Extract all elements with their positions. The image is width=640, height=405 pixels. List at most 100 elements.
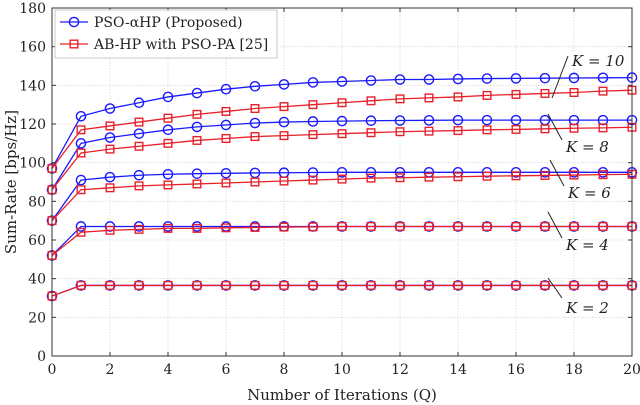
annotation-label: K = 10 bbox=[571, 52, 625, 70]
square-marker bbox=[569, 170, 579, 180]
circle-marker bbox=[568, 167, 580, 178]
square-marker bbox=[453, 126, 463, 136]
circle-marker bbox=[220, 167, 232, 179]
square-marker bbox=[250, 222, 260, 232]
circle-marker bbox=[597, 167, 609, 178]
annotation-pointer bbox=[547, 277, 563, 299]
x-tick-label: 4 bbox=[164, 362, 173, 378]
y-tick-label: 160 bbox=[19, 40, 46, 56]
square-marker bbox=[569, 221, 579, 231]
y-tick-label: 20 bbox=[28, 310, 46, 326]
x-tick-label: 2 bbox=[106, 362, 115, 378]
circle-marker bbox=[336, 167, 348, 178]
square-marker bbox=[337, 280, 347, 290]
x-tick-label: 14 bbox=[449, 362, 467, 378]
square-marker bbox=[76, 125, 86, 135]
square-marker bbox=[76, 185, 86, 195]
square-marker bbox=[163, 280, 173, 290]
x-tick-label: 0 bbox=[48, 362, 57, 378]
square-marker bbox=[395, 280, 405, 290]
square-marker bbox=[424, 172, 434, 182]
square-marker bbox=[250, 280, 260, 290]
x-tick-label: 20 bbox=[623, 362, 640, 378]
square-marker bbox=[569, 123, 579, 133]
series-line bbox=[51, 173, 633, 222]
square-marker bbox=[540, 170, 550, 180]
square-marker bbox=[308, 280, 318, 290]
circle-marker bbox=[510, 114, 522, 126]
square-marker bbox=[482, 125, 492, 135]
legend-label-baseline: AB-HP with PSO-PA [25] bbox=[93, 37, 268, 53]
square-marker bbox=[540, 221, 550, 231]
annotation-label: K = 6 bbox=[567, 184, 611, 202]
circle-marker bbox=[481, 114, 493, 126]
square-marker bbox=[192, 280, 202, 290]
square-marker bbox=[598, 280, 608, 290]
y-tick-label: 140 bbox=[19, 78, 46, 94]
square-marker bbox=[598, 221, 608, 231]
circle-marker bbox=[336, 76, 348, 87]
x-tick-label: 18 bbox=[565, 362, 583, 378]
square-marker bbox=[395, 127, 405, 137]
square-marker bbox=[395, 173, 405, 183]
annotation-pointer bbox=[547, 211, 563, 239]
x-tick-label: 6 bbox=[222, 362, 231, 378]
square-marker bbox=[192, 109, 202, 119]
circle-marker bbox=[162, 124, 174, 136]
square-marker bbox=[250, 177, 260, 187]
annotation-label: K = 4 bbox=[565, 236, 609, 254]
square-marker bbox=[511, 124, 521, 134]
circle-marker bbox=[133, 97, 145, 109]
circle-marker bbox=[191, 87, 203, 99]
square-marker bbox=[482, 90, 492, 100]
series-line bbox=[51, 284, 632, 297]
circle-marker bbox=[162, 221, 174, 232]
x-tick-label: 16 bbox=[507, 362, 525, 378]
square-marker bbox=[598, 170, 608, 180]
square-marker bbox=[337, 221, 347, 231]
square-marker bbox=[134, 117, 144, 127]
circle-marker bbox=[481, 73, 493, 84]
circle-marker bbox=[75, 110, 87, 122]
square-marker bbox=[511, 171, 521, 181]
square-marker bbox=[105, 144, 115, 154]
square-marker bbox=[540, 280, 550, 290]
square-marker bbox=[105, 280, 115, 290]
x-tick-label: 12 bbox=[391, 362, 409, 378]
series-line bbox=[51, 126, 633, 191]
circle-marker bbox=[104, 171, 116, 183]
square-marker bbox=[105, 183, 115, 193]
annotation-pointer bbox=[549, 159, 565, 187]
circle-marker bbox=[249, 117, 261, 129]
square-marker bbox=[279, 102, 289, 112]
circle-marker bbox=[336, 115, 348, 127]
square-marker bbox=[511, 89, 521, 99]
series-circle-K8 bbox=[46, 114, 638, 196]
circle-marker bbox=[481, 167, 493, 178]
square-marker bbox=[424, 280, 434, 290]
circle-marker bbox=[307, 116, 319, 127]
square-marker bbox=[395, 94, 405, 104]
annotation-label: K = 8 bbox=[565, 138, 609, 156]
circle-marker bbox=[423, 74, 435, 85]
annotation-pointer bbox=[547, 113, 563, 141]
y-tick-label: 100 bbox=[19, 156, 46, 172]
circle-marker bbox=[597, 72, 609, 84]
circle-marker bbox=[394, 167, 406, 178]
square-marker bbox=[511, 221, 521, 231]
series-layer bbox=[46, 72, 638, 302]
square-marker bbox=[69, 39, 79, 49]
square-marker bbox=[279, 280, 289, 290]
square-marker bbox=[192, 223, 202, 233]
series-line bbox=[51, 225, 632, 256]
square-marker bbox=[569, 87, 579, 97]
y-tick-label: 0 bbox=[37, 349, 46, 365]
square-marker bbox=[134, 181, 144, 191]
square-marker bbox=[221, 223, 231, 233]
y-tick-label: 80 bbox=[28, 194, 46, 210]
x-tick-label: 10 bbox=[333, 362, 351, 378]
circle-marker bbox=[191, 121, 203, 133]
circle-marker bbox=[191, 168, 203, 179]
